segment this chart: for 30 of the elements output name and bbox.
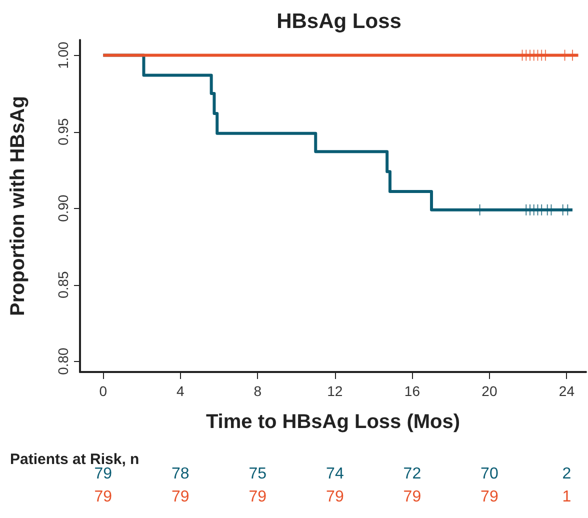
text: 79 [326, 488, 344, 506]
y-axis-title: Proportion with HBsAg [7, 96, 29, 316]
text: 2 [562, 466, 572, 482]
x-tick-label: 16 [404, 383, 420, 399]
x-tick-label: 8 [254, 383, 262, 399]
x-tick-label: 20 [482, 383, 498, 399]
x-axis-title: Time to HBsAg Loss (Mos) [206, 411, 460, 433]
y-tick-label: 0.95 [55, 118, 71, 146]
text: 72 [403, 466, 422, 482]
y-tick-label: 1.00 [55, 41, 71, 69]
y-tick-label: 0.80 [55, 347, 71, 375]
text: 70 [480, 466, 498, 482]
text: 79 [94, 466, 112, 482]
chart-title: HBsAg Loss [276, 10, 402, 33]
x-tick-label: 12 [327, 383, 343, 399]
text: Patients at Risk, n [10, 451, 140, 468]
text: 79 [480, 488, 498, 506]
text: 74 [326, 466, 344, 482]
text: 1 [562, 488, 572, 506]
text: 79 [403, 488, 422, 506]
y-tick-label: 0.90 [55, 194, 71, 222]
x-tick-label: 4 [176, 383, 185, 399]
x-tick-label: 24 [558, 383, 575, 399]
text: 79 [94, 488, 112, 506]
text: 75 [248, 466, 267, 482]
x-tick-label: 0 [99, 383, 108, 399]
text: 79 [248, 488, 267, 506]
text: 79 [172, 488, 190, 506]
y-tick-label: 0.85 [55, 270, 71, 298]
text: 78 [172, 466, 190, 482]
